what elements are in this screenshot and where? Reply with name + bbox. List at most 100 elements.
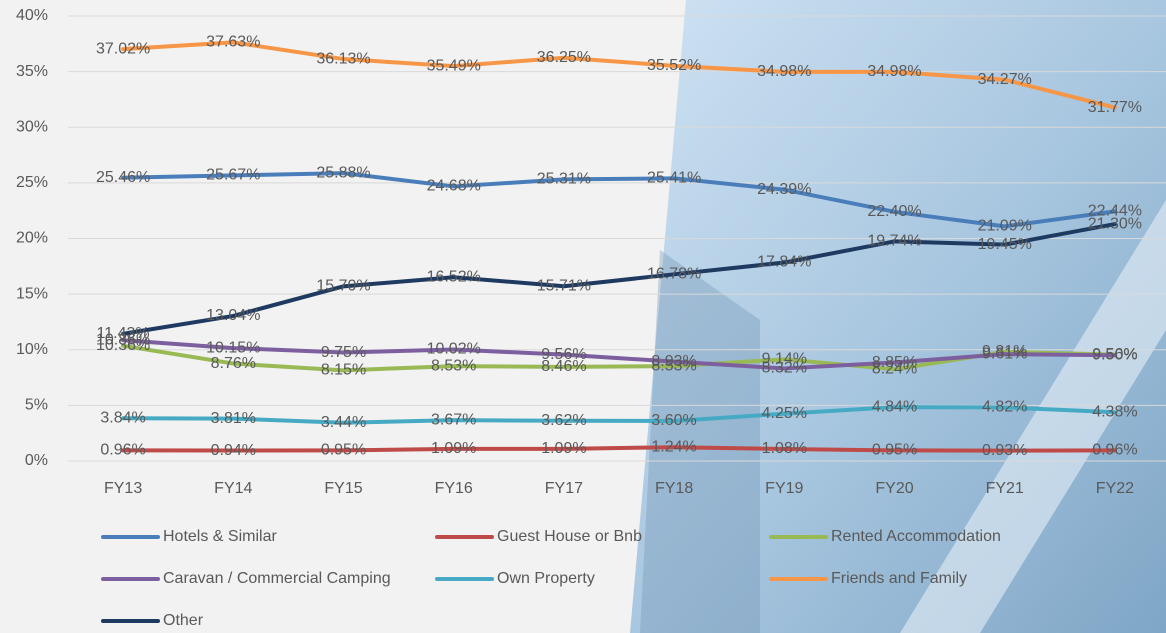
x-tick-label: FY22 <box>1096 480 1134 497</box>
x-tick-label: FY13 <box>104 480 142 497</box>
data-label: 8.46% <box>541 358 586 375</box>
data-label: 3.44% <box>321 414 366 431</box>
data-label: 16.78% <box>647 266 701 283</box>
y-tick-label: 35% <box>16 63 48 80</box>
data-label: 37.63% <box>206 34 260 51</box>
x-tick-label: FY16 <box>435 480 473 497</box>
data-label: 15.70% <box>316 278 370 295</box>
y-tick-label: 30% <box>16 118 48 135</box>
data-label: 8.53% <box>651 357 696 374</box>
data-label: 10.02% <box>427 341 481 358</box>
data-label: 22.40% <box>867 203 921 220</box>
data-label: 25.41% <box>647 170 701 187</box>
legend-label: Own Property <box>497 570 595 587</box>
series-line <box>121 445 1117 453</box>
x-tick-label: FY20 <box>875 480 913 497</box>
data-label: 9.14% <box>762 351 807 368</box>
data-label: 25.88% <box>316 164 370 181</box>
photo-detail <box>900 200 1166 633</box>
y-tick-label: 5% <box>25 397 48 414</box>
data-label: 0.96% <box>100 442 145 459</box>
data-label: 9.56% <box>541 346 586 363</box>
data-label: 9.50% <box>1092 347 1137 364</box>
data-label: 35.52% <box>647 57 701 74</box>
data-label: 0.96% <box>1092 442 1137 459</box>
data-label: 25.46% <box>96 169 150 186</box>
legend-label: Rented Accommodation <box>831 528 1001 545</box>
photo-detail <box>640 250 760 633</box>
data-label: 9.81% <box>982 343 1027 360</box>
data-label: 35.49% <box>427 57 481 74</box>
series-line <box>121 222 1117 336</box>
data-label: 37.02% <box>96 40 150 57</box>
data-label: 8.85% <box>872 354 917 371</box>
data-label: 9.61% <box>982 345 1027 362</box>
y-tick-label: 10% <box>16 341 48 358</box>
data-label: 0.93% <box>982 442 1027 459</box>
series-line <box>121 338 1117 371</box>
series-line <box>121 405 1117 425</box>
data-label: 1.08% <box>762 440 807 457</box>
x-tick-label: FY21 <box>986 480 1024 497</box>
data-label: 3.60% <box>651 412 696 429</box>
legend-label: Friends and Family <box>831 570 967 587</box>
legend-label: Caravan / Commercial Camping <box>163 570 391 587</box>
data-label: 17.84% <box>757 254 811 271</box>
legend-label: Hotels & Similar <box>163 528 277 545</box>
y-tick-label: 25% <box>16 174 48 191</box>
data-label: 11.43% <box>97 325 150 342</box>
data-label: 8.24% <box>872 361 917 378</box>
data-label: 4.84% <box>872 398 917 415</box>
data-label: 16.52% <box>427 268 481 285</box>
data-label: 13.04% <box>206 307 260 324</box>
data-label: 36.25% <box>537 49 591 66</box>
data-label: 3.62% <box>541 412 586 429</box>
data-label: 25.31% <box>537 171 591 188</box>
data-label: 8.93% <box>651 353 696 370</box>
x-tick-label: FY19 <box>765 480 803 497</box>
data-label: 34.98% <box>867 63 921 80</box>
y-tick-label: 20% <box>16 230 48 247</box>
data-label: 0.95% <box>872 442 917 459</box>
series-line <box>121 40 1117 110</box>
data-label: 4.25% <box>762 405 807 422</box>
legend-label: Other <box>163 612 204 629</box>
data-label: 15.71% <box>537 277 591 294</box>
x-tick-label: FY15 <box>324 480 362 497</box>
series-line <box>121 343 1117 373</box>
data-label: 0.94% <box>211 442 256 459</box>
data-label: 3.81% <box>211 410 256 427</box>
x-tick-label: FY18 <box>655 480 693 497</box>
data-label: 19.74% <box>867 233 921 250</box>
data-label: 9.75% <box>321 344 366 361</box>
data-label: 1.09% <box>541 440 586 457</box>
data-label: 19.45% <box>978 236 1032 253</box>
y-tick-label: 40% <box>16 7 48 24</box>
data-label: 8.76% <box>211 355 256 372</box>
data-label: 24.39% <box>757 181 811 198</box>
data-label: 36.13% <box>316 50 370 67</box>
data-label: 8.53% <box>431 357 476 374</box>
data-label: 9.56% <box>1092 346 1137 363</box>
data-label: 8.15% <box>321 362 366 379</box>
data-label: 31.77% <box>1088 99 1142 116</box>
data-label: 1.24% <box>651 438 696 455</box>
legend-label: Guest House or Bnb <box>497 528 642 545</box>
data-label: 10.36% <box>96 337 150 354</box>
data-label: 24.68% <box>427 178 481 195</box>
data-label: 22.44% <box>1088 203 1142 220</box>
data-label: 10.86% <box>96 331 150 348</box>
data-label: 4.82% <box>982 399 1027 416</box>
data-label: 0.95% <box>321 442 366 459</box>
data-label: 8.32% <box>762 360 807 377</box>
y-tick-label: 15% <box>16 285 48 302</box>
data-label: 10.15% <box>206 339 260 356</box>
data-label: 1.09% <box>431 440 476 457</box>
x-tick-label: FY17 <box>545 480 583 497</box>
x-tick-label: FY14 <box>214 480 252 497</box>
data-label: 4.38% <box>1092 403 1137 420</box>
data-label: 3.67% <box>431 411 476 428</box>
data-label: 25.67% <box>206 167 260 184</box>
data-label: 21.09% <box>978 218 1032 235</box>
